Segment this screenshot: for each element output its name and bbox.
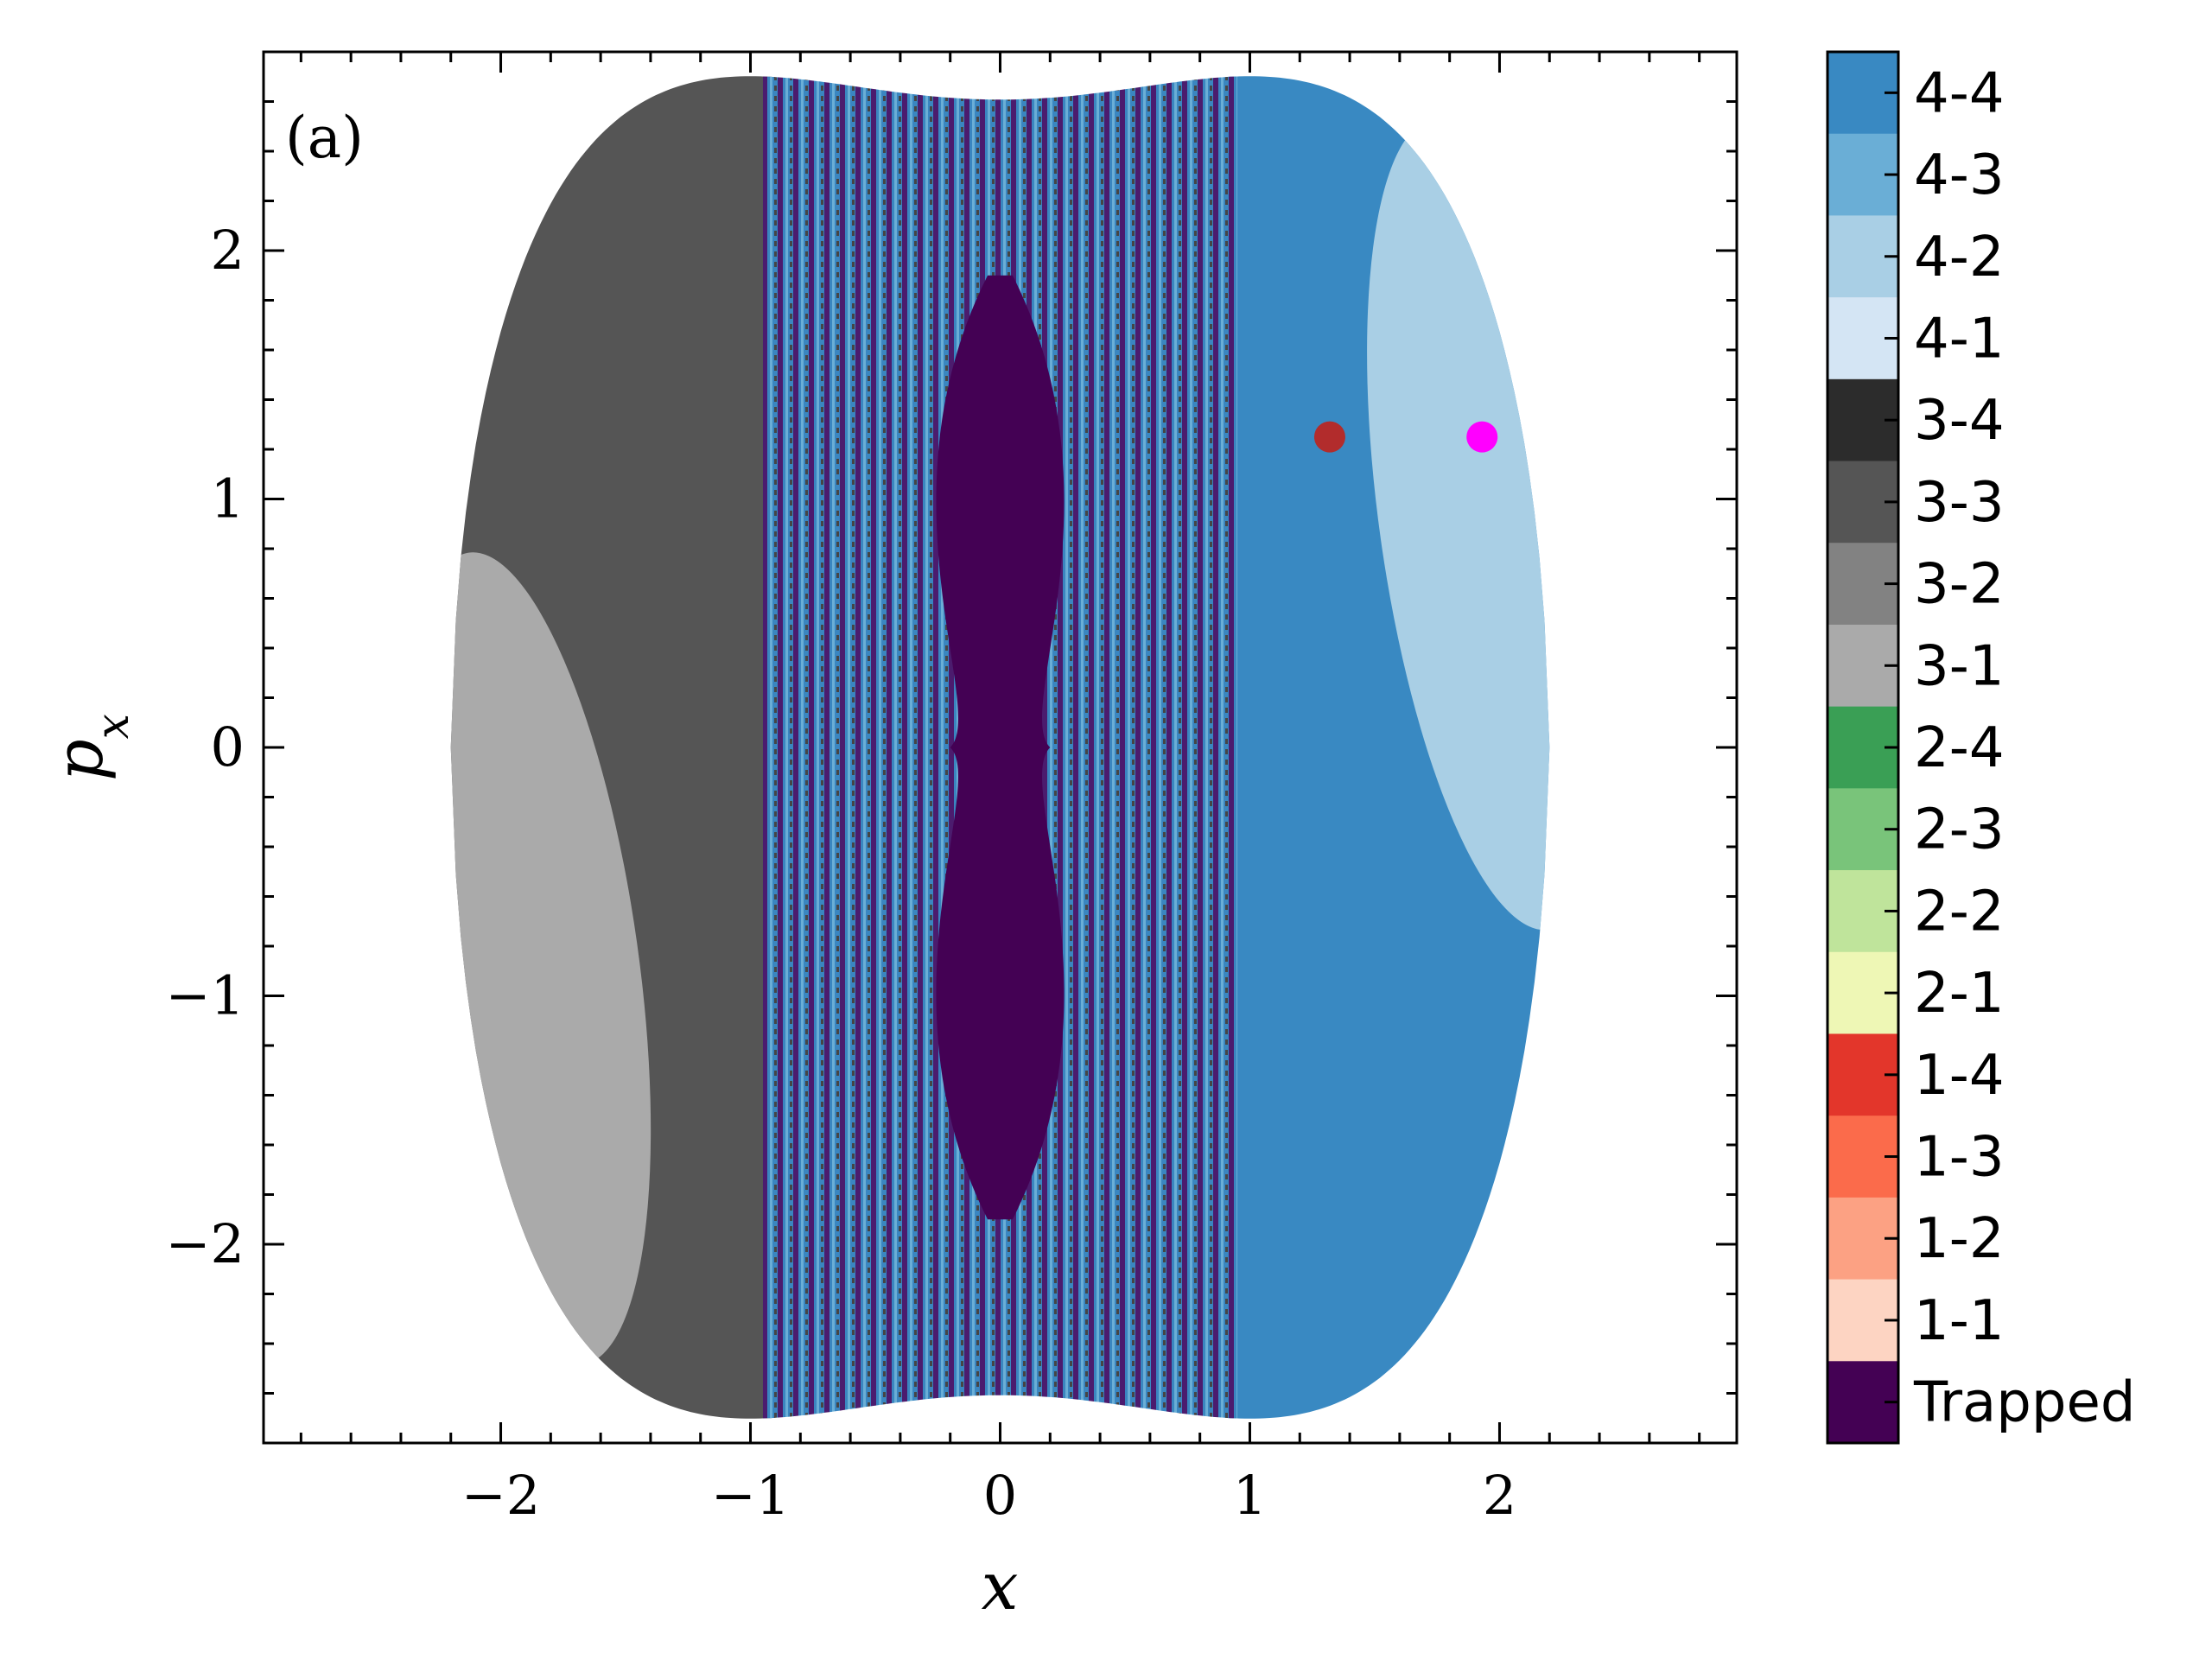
axis-ticks	[264, 52, 1737, 1445]
region-2-4	[1581, 871, 1590, 1294]
y-tick-labels: −2 −1 0 1 2	[166, 219, 245, 1275]
colorbar-label: 2-4	[1914, 716, 2005, 780]
x-tick-label: −2	[461, 1464, 540, 1527]
colorbar-label: 1-3	[1914, 1126, 2005, 1190]
marker-group	[1313, 421, 1498, 453]
colorbar-frame	[1826, 50, 1900, 1445]
x-axis-label: x	[982, 1548, 1019, 1624]
colorbar-label: 2-3	[1914, 798, 2005, 862]
colorbar-label: 4-4	[1914, 61, 2005, 125]
colorbar-label: 4-3	[1914, 143, 2005, 207]
panel-label: (a)	[285, 105, 364, 171]
colorbar-label: 4-2	[1914, 226, 2005, 289]
colorbar-label: 4-1	[1914, 307, 2005, 371]
x-tick-label: 2	[1483, 1464, 1516, 1527]
colorbar-label: 3-4	[1914, 389, 2005, 453]
y-axis-label: px	[41, 714, 139, 781]
region-trapped	[936, 275, 1065, 1220]
colorbar-label: 1-2	[1914, 1207, 2005, 1271]
x-tick-label: −1	[711, 1464, 790, 1527]
y-tick-label: 0	[211, 715, 245, 779]
colorbar-label: 2-2	[1914, 880, 2005, 944]
colorbar-label: 1-1	[1914, 1289, 2005, 1353]
colorbar-label: 3-2	[1914, 553, 2005, 617]
y-tick-label: −2	[166, 1212, 245, 1275]
colorbar-label: 3-3	[1914, 471, 2005, 535]
colorbar: 4-4 4-3 4-2 4-1 3-4 3-3 3-2 3-1 2-4 2-3 2-2 2-1 1-4 1…	[1827, 52, 2135, 1444]
y-tick-label: 1	[211, 467, 245, 531]
y-tick-label: −1	[166, 964, 245, 1027]
marker-1	[1466, 421, 1498, 453]
basin-regions	[388, 76, 1600, 1419]
energy-domain	[388, 76, 1600, 1419]
x-tick-labels: −2 −1 0 1 2	[461, 1464, 1516, 1527]
x-tick-label: 0	[983, 1464, 1017, 1527]
plot-area	[388, 76, 1600, 1419]
colorbar-label: 1-4	[1914, 1044, 2005, 1108]
colorbar-label: 2-1	[1914, 962, 2005, 1026]
x-tick-label: 1	[1233, 1464, 1267, 1527]
y-tick-label: 2	[211, 219, 245, 282]
colorbar-label: Trapped	[1913, 1371, 2135, 1435]
region-1-3	[388, 126, 396, 697]
colorbar-label: 3-1	[1914, 634, 2005, 698]
marker-0	[1313, 421, 1345, 453]
